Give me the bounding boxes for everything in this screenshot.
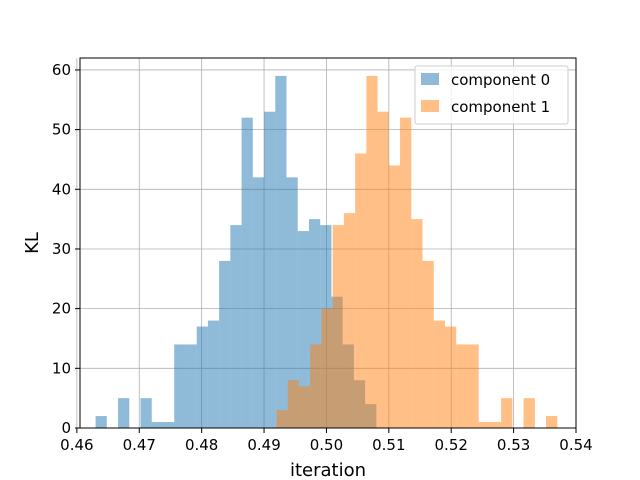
histogram-bar-series-0	[118, 398, 130, 428]
histogram-bar-series-1	[321, 308, 333, 428]
x-tick-label: 0.50	[310, 436, 343, 454]
y-axis-ticks: 0 10 20 30 40 50 60	[52, 61, 80, 437]
y-tick-label: 60	[52, 61, 71, 79]
histogram-bar-series-0	[174, 344, 186, 428]
histogram-bar-series-0	[230, 225, 242, 428]
histogram-bar-series-1	[489, 422, 502, 428]
histogram-bar-series-1	[287, 380, 299, 428]
histogram-bar-series-1	[546, 416, 558, 428]
x-axis-label: iteration	[290, 460, 366, 480]
histogram-bar-series-0	[162, 422, 175, 428]
legend: component 0 component 1	[414, 65, 569, 125]
histogram-bar-series-1	[478, 422, 490, 428]
histogram-bar-series-1	[377, 111, 389, 428]
histogram-bar-series-0	[264, 111, 276, 428]
histogram-bar-series-1	[467, 344, 479, 428]
histogram-bar-series-0	[207, 320, 220, 428]
histogram-bar-series-1	[444, 326, 457, 428]
histogram-bar-series-1	[501, 398, 513, 428]
histogram-bar-series-1	[366, 75, 378, 428]
histogram-bar-series-1	[433, 320, 445, 428]
histogram-bar-series-0	[308, 219, 321, 428]
y-tick-label: 0	[61, 419, 71, 437]
y-tick-label: 20	[52, 300, 71, 318]
legend-swatch-component-1	[421, 100, 439, 112]
legend-box	[414, 65, 569, 125]
histogram-bar-series-1	[388, 165, 401, 428]
x-tick-label: 0.49	[247, 436, 280, 454]
legend-label-component-1: component 1	[451, 98, 550, 116]
histogram-bar-series-0	[252, 177, 265, 428]
histogram-bar-series-1	[276, 410, 288, 428]
legend-label-component-0: component 0	[451, 71, 550, 89]
y-tick-label: 10	[52, 359, 71, 377]
x-tick-label: 0.52	[435, 436, 468, 454]
x-tick-label: 0.54	[559, 436, 592, 454]
y-tick-label: 50	[52, 121, 71, 139]
histogram-bar-series-0	[151, 422, 163, 428]
histogram-bar-series-0	[185, 344, 197, 428]
histogram-bar-series-1	[310, 344, 322, 428]
histogram-bar-series-0	[297, 231, 309, 428]
x-tick-label: 0.51	[372, 436, 405, 454]
y-tick-label: 30	[52, 240, 71, 258]
histogram-bar-series-1	[332, 225, 344, 428]
histogram-bar-series-0	[241, 117, 253, 428]
x-tick-label: 0.47	[123, 436, 156, 454]
y-axis-label: KL	[22, 232, 43, 254]
x-tick-label: 0.48	[185, 436, 218, 454]
histogram-bar-series-0	[286, 177, 298, 428]
histogram-bar-series-1	[355, 153, 367, 428]
histogram-bar-series-0	[196, 326, 208, 428]
histogram-bar-series-0	[140, 398, 152, 428]
histogram-bar-series-1	[523, 398, 535, 428]
histogram-bar-series-0	[95, 416, 107, 428]
histogram-bar-series-1	[298, 386, 311, 428]
histogram-bar-series-1	[411, 219, 423, 428]
legend-swatch-component-0	[421, 73, 439, 85]
plot-frame	[79, 57, 577, 429]
y-tick-label: 40	[52, 180, 71, 198]
histogram-bar-series-0	[219, 260, 231, 428]
histogram-bar-series-1	[456, 344, 468, 428]
x-tick-label: 0.53	[497, 436, 530, 454]
histogram-bar-series-1	[400, 117, 412, 428]
histogram-bar-series-0	[275, 75, 287, 428]
x-tick-label: 0.46	[60, 436, 93, 454]
histogram-bar-series-1	[343, 213, 356, 428]
histogram-bar-series-1	[422, 260, 434, 428]
x-axis-ticks: 0.46 0.47 0.48 0.49 0.50 0.51 0.52 0.53 0.54	[60, 428, 593, 454]
histogram-bars	[95, 75, 558, 428]
